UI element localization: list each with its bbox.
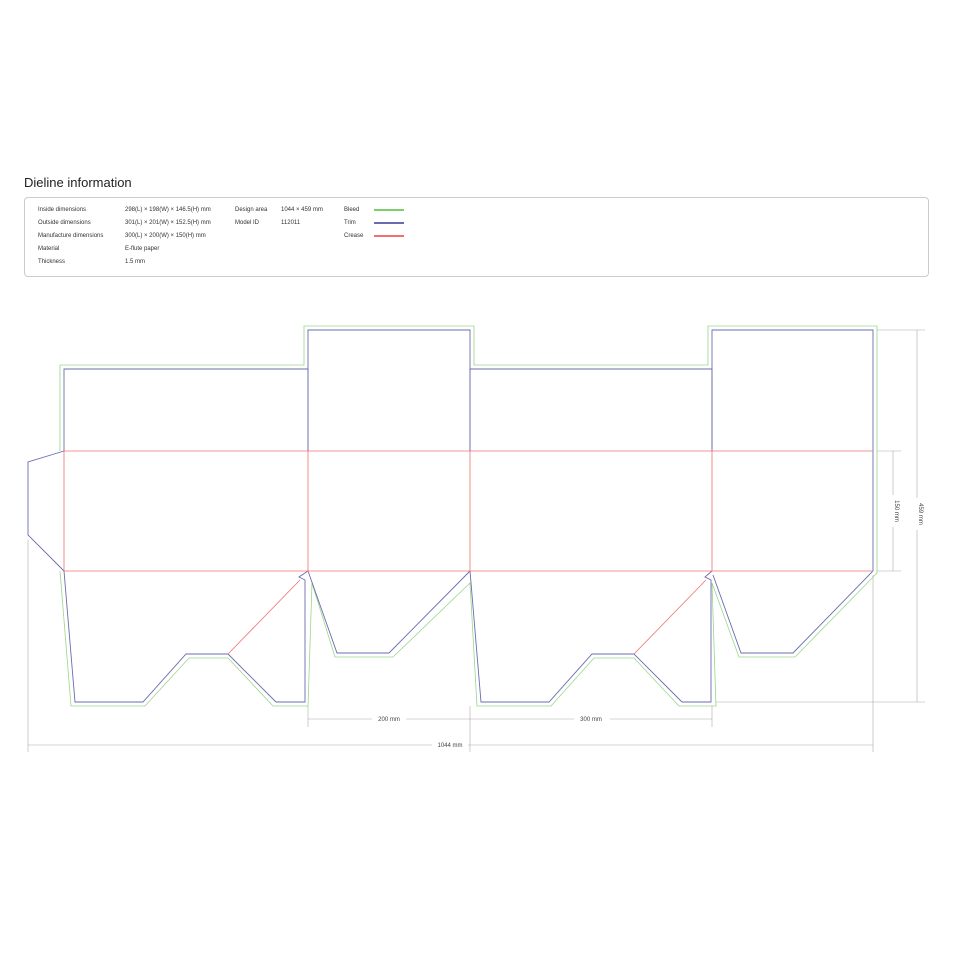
legend-crease-label: Crease — [344, 233, 364, 239]
legend-crease-swatch — [374, 235, 404, 237]
info-label: Material — [38, 246, 60, 252]
dim-200mm: 200 mm — [378, 717, 400, 723]
dieline-info-panel: Inside dimensions 298(L) × 198(W) × 146.… — [24, 197, 929, 277]
dim-459mm: 459 mm — [917, 503, 923, 525]
dimension-lines — [27, 329, 925, 752]
info-label: Thickness — [38, 259, 66, 265]
info-value: 1.5 mm — [125, 259, 146, 265]
legend-trim-swatch — [374, 222, 404, 224]
dim-1044mm: 1044 mm — [437, 743, 462, 749]
info-value: 301(L) × 201(W) × 152.5(H) mm — [125, 220, 211, 226]
legend-bleed-swatch — [374, 209, 404, 211]
legend-trim-label: Trim — [344, 220, 356, 226]
bleed-outline — [59, 325, 878, 707]
info-label: Outside dimensions — [38, 220, 91, 226]
dim-300mm: 300 mm — [580, 717, 602, 723]
info-value: E-flute paper — [125, 246, 160, 252]
crease-lines — [63, 450, 873, 655]
design-area-value: 1044 × 459 mm — [281, 207, 323, 213]
info-value: 298(L) × 198(W) × 146.5(H) mm — [125, 207, 211, 213]
trim-outline — [27, 329, 874, 703]
legend-bleed-label: Bleed — [344, 207, 360, 213]
model-id-label: Model ID — [235, 220, 260, 226]
design-area-label: Design area — [235, 207, 268, 213]
info-value: 300(L) × 200(W) × 150(H) mm — [125, 233, 206, 239]
page-title: Dieline information — [24, 175, 132, 190]
info-label: Manufacture dimensions — [38, 233, 104, 239]
dim-150mm: 150 mm — [893, 500, 899, 522]
info-label: Inside dimensions — [38, 207, 87, 213]
model-id-value: 112011 — [281, 220, 301, 226]
